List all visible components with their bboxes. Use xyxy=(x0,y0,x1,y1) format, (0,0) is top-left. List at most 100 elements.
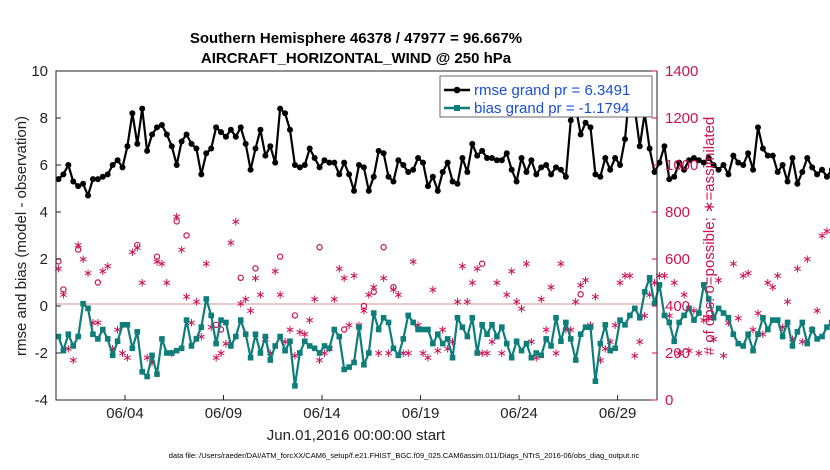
rmse-point xyxy=(262,152,269,159)
rmse-point xyxy=(316,164,323,171)
obs-assimilated-series: ∗∗∗∗∗∗∗∗∗∗∗∗∗∗∗∗∗∗∗∗∗∗∗∗∗∗∗∗∗∗∗∗∗∗∗∗∗∗∗∗… xyxy=(53,210,830,370)
bias-point xyxy=(799,319,806,326)
x-tick-label: 06/09 xyxy=(205,405,243,422)
assimilated-point: ∗ xyxy=(664,308,674,322)
obs-possible-series xyxy=(55,218,584,333)
rmse-series xyxy=(55,84,830,199)
bias-point xyxy=(164,350,170,356)
bias-point xyxy=(479,322,485,328)
bias-point xyxy=(139,369,146,375)
assimilated-point: ∗ xyxy=(467,276,477,290)
rmse-point xyxy=(602,154,609,161)
bias-point xyxy=(814,336,820,342)
rmse-point xyxy=(488,154,495,161)
possible-point xyxy=(291,312,299,319)
rmse-point xyxy=(656,159,663,166)
rmse-point xyxy=(636,143,643,150)
assimilated-point: ∗ xyxy=(388,283,398,297)
assimilated-point: ∗ xyxy=(630,348,640,362)
bias-point xyxy=(400,336,407,342)
rmse-point xyxy=(341,159,348,166)
bias-point xyxy=(188,343,195,349)
assimilated-point: ∗ xyxy=(191,294,201,308)
x-axis: 06/04 06/09 06/14 06/19 06/24 06/29 xyxy=(106,395,636,422)
y-tick-label-left: 2 xyxy=(40,251,48,268)
possible-point xyxy=(370,288,377,296)
rmse-point xyxy=(355,162,362,168)
legend: rmse grand pr = 6.3491 bias grand pr = -… xyxy=(439,75,653,118)
chart-title-line1: Southern Hemisphere 46378 / 47977 = 96.6… xyxy=(190,30,522,47)
bias-point xyxy=(129,345,136,352)
bias-point xyxy=(686,305,692,312)
possible-point xyxy=(276,253,284,260)
assimilated-point: ∗ xyxy=(236,297,246,311)
assimilated-point: ∗ xyxy=(108,341,118,355)
x-tick-label: 06/04 xyxy=(106,405,144,422)
assimilated-point: ∗ xyxy=(521,257,531,271)
y-tick-label-right: 200 xyxy=(665,345,690,362)
bias-point xyxy=(454,314,461,321)
assimilated-point: ∗ xyxy=(182,290,192,304)
assimilated-point: ∗ xyxy=(157,257,167,271)
possible-point xyxy=(380,244,387,251)
assimilated-point: ∗ xyxy=(270,264,280,278)
possible-point xyxy=(134,241,141,249)
y-tick-label-right: 1000 xyxy=(665,157,698,174)
bias-point xyxy=(247,354,254,361)
rmse-point xyxy=(553,164,560,171)
legend-rmse-marker xyxy=(453,86,461,94)
assimilated-point: ∗ xyxy=(773,268,783,282)
legend-bias-label: bias grand pr = -1.1794 xyxy=(474,100,630,117)
rmse-point xyxy=(183,131,190,138)
bias-point xyxy=(563,319,569,326)
rmse-point xyxy=(617,162,624,168)
rmse-point xyxy=(380,150,387,157)
bias-point xyxy=(572,357,579,363)
bias-point xyxy=(513,338,520,345)
bias-point xyxy=(745,331,751,337)
assimilated-point: ∗ xyxy=(334,261,344,275)
bias-point xyxy=(326,345,333,352)
rmse-point xyxy=(700,159,707,166)
rmse-point xyxy=(823,173,830,180)
y-tick-label-left: -4 xyxy=(35,392,48,409)
rmse-point xyxy=(819,166,826,173)
y-axis-label-right: # of obs: o=possible; ∗=assimilated xyxy=(701,117,718,356)
rmse-point xyxy=(257,126,264,133)
possible-point xyxy=(60,286,67,293)
chart-title-line2: AIRCRAFT_HORIZONTAL_WIND @ 250 hPa xyxy=(201,50,512,67)
bias-point xyxy=(449,354,456,361)
bias-point xyxy=(301,338,308,345)
bias-point xyxy=(760,314,766,321)
rmse-point xyxy=(651,169,658,176)
rmse-point xyxy=(567,117,574,124)
assimilated-point: ∗ xyxy=(635,334,645,348)
bias-point xyxy=(636,314,643,321)
bias-point xyxy=(114,338,121,345)
bias-point xyxy=(119,322,126,328)
rmse-point xyxy=(163,131,170,138)
assimilated-point: ∗ xyxy=(728,257,738,271)
plot-frame xyxy=(55,70,658,401)
assimilated-point: ∗ xyxy=(393,287,403,301)
assimilated-point: ∗ xyxy=(694,346,704,360)
assimilated-point: ∗ xyxy=(699,313,709,327)
assimilated-point: ∗ xyxy=(452,294,462,308)
bias-point xyxy=(410,319,416,326)
assimilated-point: ∗ xyxy=(142,351,152,365)
rmse-point xyxy=(750,166,757,173)
bias-point xyxy=(582,324,589,330)
rmse-point xyxy=(75,183,82,190)
bias-point xyxy=(420,326,426,333)
rmse-point xyxy=(178,138,185,145)
rmse-point xyxy=(153,124,160,131)
assimilated-point: ∗ xyxy=(704,311,714,325)
rmse-point xyxy=(89,176,96,183)
rmse-point xyxy=(420,159,427,166)
bias-point xyxy=(464,333,471,340)
rmse-point xyxy=(114,157,121,164)
y-tick-label-right: 1400 xyxy=(665,63,698,80)
assimilated-point: ∗ xyxy=(369,280,379,294)
rmse-point xyxy=(548,171,555,178)
bias-point xyxy=(740,343,747,349)
